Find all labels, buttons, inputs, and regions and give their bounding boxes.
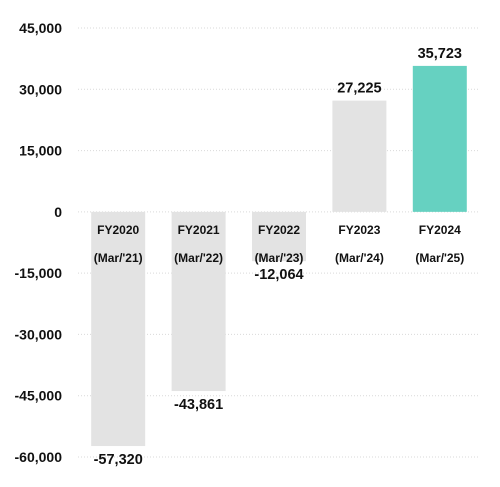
data-label: -57,320: [94, 452, 143, 468]
bar: [252, 211, 306, 262]
data-label: 27,225: [337, 81, 381, 97]
category-label-period: (Mar/'25): [415, 251, 464, 265]
data-labels: -57,320 -43,861 -12,064 27,225 35,723: [94, 46, 462, 468]
bar: [171, 211, 226, 392]
bar: [412, 65, 467, 212]
category-labels: FY2020 (Mar/'21) FY2021 (Mar/'22) FY2022 (Mar…: [94, 223, 464, 265]
category-label-year: FY2022: [258, 223, 300, 237]
y-axis-ticks: 45,000 30,000 15,000 0 -15,000 -30,000 -45,000…: [15, 20, 63, 465]
bars: [91, 65, 467, 447]
y-tick-label: -30,000: [15, 326, 63, 342]
bar: [91, 211, 146, 447]
category-label-period: (Mar/'23): [255, 251, 304, 265]
y-tick-label: 0: [54, 204, 62, 220]
category-label-year: FY2020: [97, 223, 139, 237]
y-tick-label: -60,000: [15, 449, 63, 465]
category-label-year: FY2021: [178, 223, 220, 237]
y-tick-label: -45,000: [15, 388, 63, 404]
y-tick-label: 15,000: [19, 143, 62, 159]
data-label: -43,861: [174, 397, 223, 413]
category-label-period: (Mar/'22): [174, 251, 223, 265]
data-label: 35,723: [418, 46, 462, 62]
y-tick-label: -15,000: [15, 265, 63, 281]
category-label-year: FY2023: [338, 223, 380, 237]
y-tick-label: 30,000: [19, 81, 62, 97]
category-label-period: (Mar/'21): [94, 251, 143, 265]
bar: [332, 100, 387, 212]
data-label: -12,064: [254, 267, 303, 283]
category-label-period: (Mar/'24): [335, 251, 384, 265]
category-label-year: FY2024: [419, 223, 461, 237]
y-tick-label: 45,000: [19, 20, 62, 36]
